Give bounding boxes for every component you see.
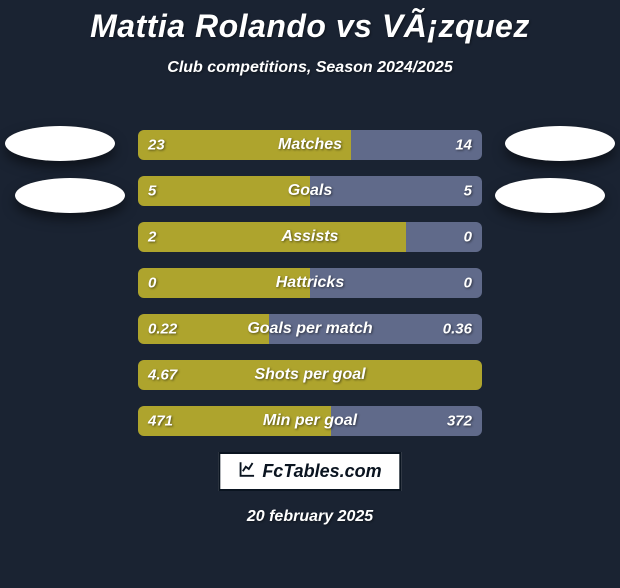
avatar-player-right-1 (505, 126, 615, 161)
stat-value-left: 23 (148, 137, 165, 154)
stat-value-right: 14 (455, 137, 472, 154)
avatar-player-left-2 (15, 178, 125, 213)
chart-line-icon (238, 460, 256, 483)
stat-row: Hattricks0 0 (138, 268, 482, 298)
stat-row: Min per goal471 372 (138, 406, 482, 436)
stat-value-left: 5 (148, 183, 156, 200)
stat-value-right: 0 (464, 275, 472, 292)
stat-value-right: 0.36 (443, 321, 472, 338)
stat-label: Assists (138, 228, 482, 246)
stat-value-left: 4.67 (148, 367, 177, 384)
avatar-player-right-2 (495, 178, 605, 213)
stat-value-right: 0 (464, 229, 472, 246)
stat-row: Assists2 0 (138, 222, 482, 252)
brand-badge: FcTables.com (218, 452, 401, 491)
stat-label: Hattricks (138, 274, 482, 292)
stat-row: Shots per goal4.67 (138, 360, 482, 390)
comparison-chart: Matches2314Goals55Assists20Hattricks00Go… (138, 130, 482, 452)
stat-label: Goals (138, 182, 482, 200)
stat-label: Goals per match (138, 320, 482, 338)
stat-value-left: 0.22 (148, 321, 177, 338)
page-title: Mattia Rolando vs VÃ¡zquez (0, 8, 620, 45)
footer-date: 20 february 2025 (0, 508, 620, 526)
stat-value-right: 372 (447, 413, 472, 430)
stat-label: Min per goal (138, 412, 482, 430)
page-subtitle: Club competitions, Season 2024/2025 (0, 59, 620, 77)
stat-row: Goals5 5 (138, 176, 482, 206)
stat-value-left: 2 (148, 229, 156, 246)
stat-label: Matches (138, 136, 482, 154)
stat-row: Matches23 14 (138, 130, 482, 160)
stat-value-right: 5 (464, 183, 472, 200)
stat-value-left: 0 (148, 275, 156, 292)
stat-row: Goals per match0.22 0.36 (138, 314, 482, 344)
avatar-player-left-1 (5, 126, 115, 161)
brand-text: FcTables.com (262, 461, 381, 482)
stat-label: Shots per goal (138, 366, 482, 384)
stat-value-left: 471 (148, 413, 173, 430)
